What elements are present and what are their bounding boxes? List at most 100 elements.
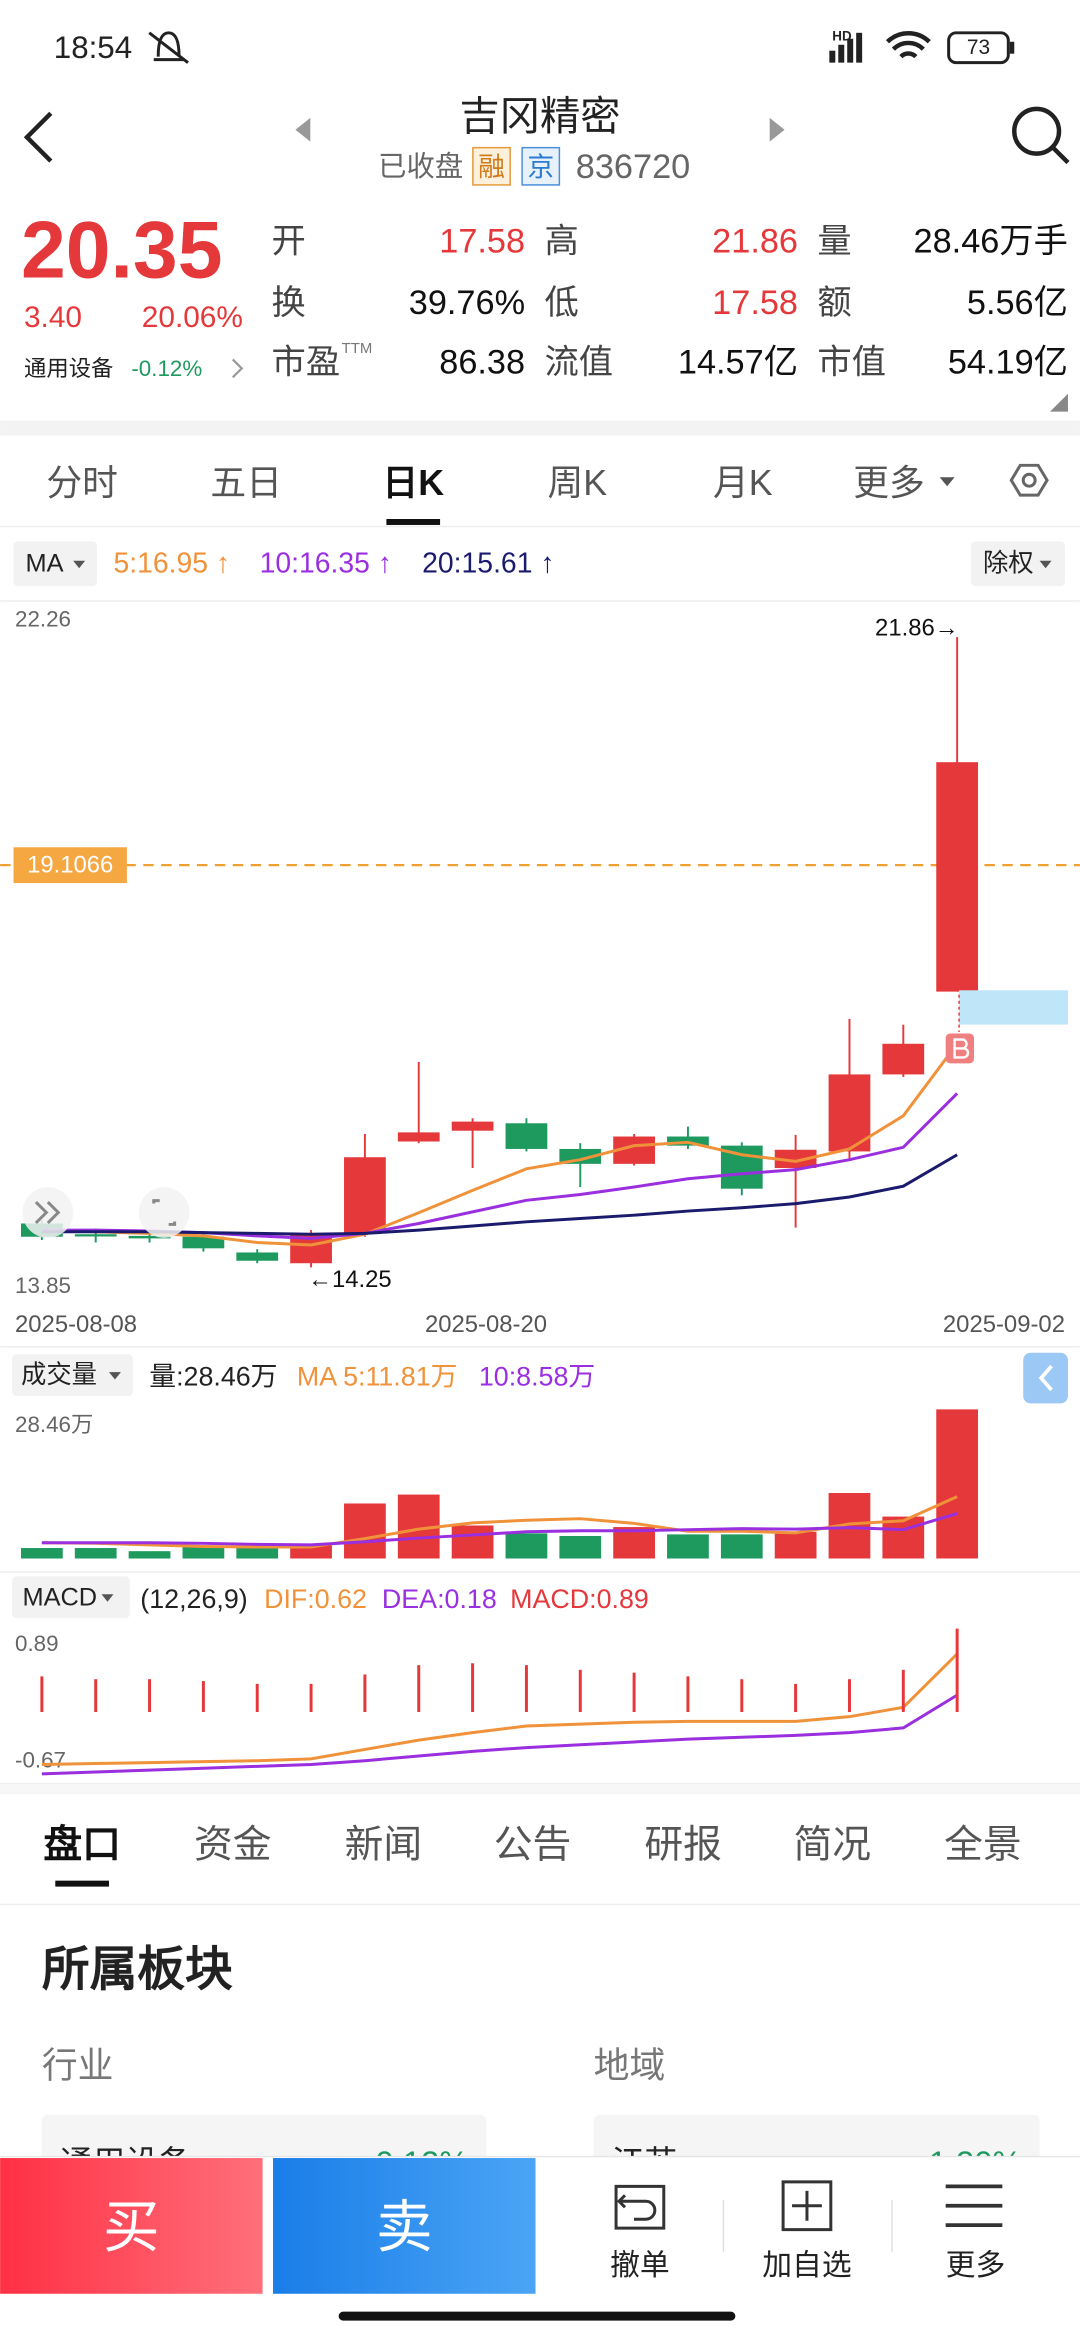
change-pct: 20.06% bbox=[142, 301, 243, 334]
kline-chart: 22.26 13.85 19.1066 2025-08-08 2025-08-20 202… bbox=[0, 606, 1080, 1338]
macd-params: (12,26,9) bbox=[140, 1584, 247, 1614]
x-tick-label: 2025-09-02 bbox=[943, 1311, 1065, 1338]
candle-body bbox=[828, 1074, 871, 1152]
price: 20.35 bbox=[21, 206, 222, 296]
y-tick-label: -0.67 bbox=[15, 1747, 66, 1772]
sector[interactable]: 通用设备 bbox=[24, 356, 113, 381]
dropdown bbox=[108, 1372, 121, 1380]
back-button[interactable] bbox=[23, 111, 53, 163]
macd-chart: 0.89 -0.67 bbox=[15, 1628, 959, 1776]
tab[interactable]: 月K bbox=[713, 463, 773, 503]
buy-button[interactable] bbox=[0, 2158, 263, 2294]
volume-bar bbox=[936, 1409, 979, 1559]
market-status: 已收盘 bbox=[378, 151, 463, 183]
volume-current: 量:28.46万 bbox=[149, 1362, 277, 1392]
macd-line bbox=[41, 1693, 958, 1776]
candle-body bbox=[774, 1149, 817, 1168]
candle-body bbox=[182, 1236, 225, 1249]
candle-body bbox=[397, 1132, 440, 1142]
tab[interactable]: 全景 bbox=[944, 1823, 1022, 1866]
settings-button[interactable] bbox=[1009, 463, 1049, 497]
low-label: ←14.25 bbox=[308, 1266, 392, 1293]
fullscreen-icon bbox=[152, 1199, 177, 1226]
action-label[interactable]: 加自选 bbox=[762, 2249, 851, 2282]
action-label[interactable]: 更多 bbox=[946, 2249, 1006, 2282]
adjust-box[interactable] bbox=[971, 541, 1065, 587]
volume-title: 成交量 bbox=[21, 1361, 97, 1389]
chart-tabs: 分时 五日 日K 周K 月K 更多 bbox=[46, 463, 955, 525]
industry-label: 行业 bbox=[42, 2046, 114, 2086]
volume-bar bbox=[774, 1531, 817, 1559]
volume-bar bbox=[20, 1548, 63, 1559]
prev-stock[interactable] bbox=[295, 117, 311, 142]
macd-box[interactable] bbox=[12, 1576, 130, 1619]
stat-value: 5.56亿 bbox=[967, 284, 1068, 322]
volume-bar bbox=[559, 1535, 602, 1559]
battery-level: 73 bbox=[967, 36, 990, 59]
volume-ma-line bbox=[41, 1512, 958, 1547]
time: 18:54 bbox=[54, 30, 132, 65]
side-tab[interactable] bbox=[1023, 1352, 1068, 1404]
section-title: 所属板块 bbox=[42, 1944, 233, 1997]
tag: 融 bbox=[478, 152, 505, 182]
y-tick-label: 22.26 bbox=[15, 606, 71, 631]
volume-ma-legend: 5:11.81万 bbox=[343, 1362, 457, 1392]
fullscreen-button[interactable] bbox=[138, 1187, 190, 1238]
volume-chart: 28.46万 bbox=[15, 1409, 979, 1559]
candle-body bbox=[451, 1121, 494, 1131]
volume-bar bbox=[720, 1534, 763, 1559]
y-tick-label: 13.85 bbox=[15, 1273, 71, 1298]
sell-label: 卖 bbox=[376, 2197, 433, 2260]
stat-label: 高 bbox=[544, 223, 578, 261]
tab[interactable]: 五日 bbox=[210, 463, 282, 503]
divider bbox=[0, 1785, 1080, 1795]
stat-label: 换 bbox=[272, 284, 306, 322]
volume-box[interactable] bbox=[12, 1354, 133, 1396]
tab[interactable]: 研报 bbox=[644, 1823, 722, 1866]
volume-bar bbox=[451, 1525, 494, 1559]
stat-value: 28.46万手 bbox=[914, 223, 1068, 261]
volume-ma-legend: 10:8.58万 bbox=[479, 1362, 595, 1392]
highlight bbox=[959, 990, 1068, 1025]
tab[interactable]: 分时 bbox=[46, 463, 118, 503]
stat-label: 市盈 bbox=[272, 343, 341, 381]
volume-bar bbox=[182, 1546, 225, 1559]
stat-label-sup: TTM bbox=[342, 341, 373, 357]
watchlist-icon[interactable] bbox=[781, 2180, 833, 2232]
next-stock[interactable] bbox=[769, 117, 785, 142]
adjust: 除权 bbox=[983, 550, 1034, 578]
battery bbox=[947, 31, 1010, 65]
more-icon[interactable] bbox=[945, 2184, 1003, 2228]
candle-body bbox=[344, 1157, 386, 1233]
indicator-box[interactable] bbox=[13, 541, 98, 587]
region-label: 地域 bbox=[594, 2046, 666, 2086]
candle-body bbox=[128, 1235, 171, 1239]
stat-value: 54.19亿 bbox=[948, 343, 1068, 381]
tab[interactable]: 日K bbox=[382, 463, 444, 503]
tag-box bbox=[472, 146, 511, 186]
volume-bar bbox=[344, 1503, 386, 1559]
detail-tabs: 盘口 资金 新闻 公告 研报 简况 全景 bbox=[43, 1822, 1022, 1887]
tab[interactable]: 盘口 bbox=[43, 1822, 121, 1866]
tag: 京 bbox=[527, 152, 554, 182]
side-tab-icon bbox=[1038, 1364, 1053, 1392]
y-tick-label: 28.46万 bbox=[15, 1412, 93, 1437]
volume-bar bbox=[74, 1548, 117, 1559]
action-label[interactable]: 撤单 bbox=[610, 2249, 670, 2282]
tab[interactable]: 新闻 bbox=[345, 1823, 423, 1866]
tab[interactable]: 更多 bbox=[853, 463, 925, 503]
tab[interactable]: 公告 bbox=[494, 1823, 572, 1866]
chevron bbox=[231, 358, 244, 379]
tab[interactable]: 周K bbox=[547, 463, 607, 503]
candle-body bbox=[505, 1123, 548, 1149]
cancel-icon[interactable] bbox=[614, 2184, 666, 2230]
home-indicator bbox=[338, 2311, 736, 2321]
macd-legend: MACD:0.89 bbox=[510, 1584, 649, 1614]
tab[interactable]: 资金 bbox=[194, 1823, 272, 1866]
stat-label: 开 bbox=[272, 223, 306, 261]
sell-button[interactable] bbox=[273, 2158, 536, 2294]
tab[interactable]: 简况 bbox=[794, 1823, 872, 1866]
search-button[interactable] bbox=[1012, 106, 1062, 156]
